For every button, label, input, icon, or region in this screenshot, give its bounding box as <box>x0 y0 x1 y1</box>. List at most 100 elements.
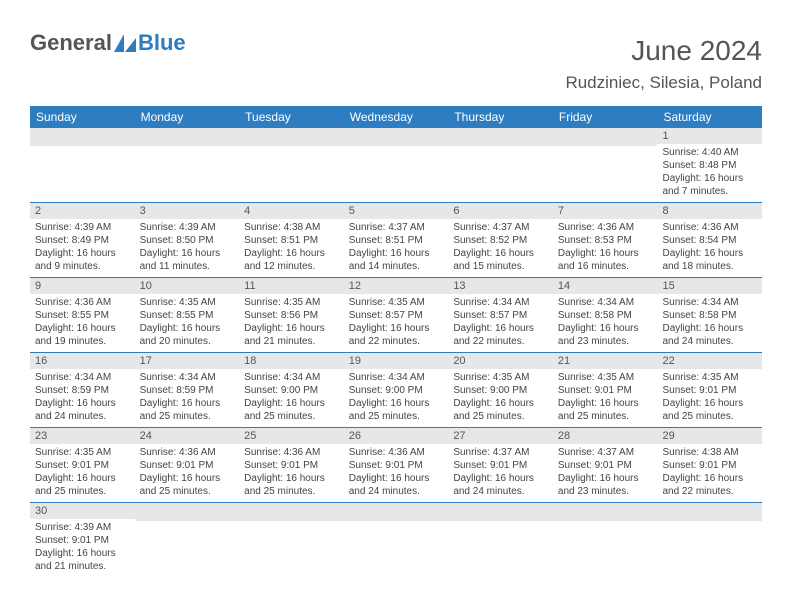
date-number: 25 <box>239 428 344 444</box>
date-number: 15 <box>657 278 762 294</box>
sunrise-text: Sunrise: 4:35 AM <box>662 371 757 384</box>
sunrise-text: Sunrise: 4:34 AM <box>349 371 444 384</box>
sunrise-text: Sunrise: 4:35 AM <box>558 371 653 384</box>
sunset-text: Sunset: 9:01 PM <box>140 459 235 472</box>
date-number: 20 <box>448 353 553 369</box>
day-header-thursday: Thursday <box>448 106 553 128</box>
day-cell <box>135 128 240 202</box>
date-number: 19 <box>344 353 449 369</box>
day-cell: 7Sunrise: 4:36 AMSunset: 8:53 PMDaylight… <box>553 203 658 277</box>
date-number <box>448 503 553 521</box>
sunset-text: Sunset: 8:50 PM <box>140 234 235 247</box>
day-cell: 25Sunrise: 4:36 AMSunset: 9:01 PMDayligh… <box>239 428 344 502</box>
day-cell: 20 Sunrise: 4:35 AMSunset: 9:00 PMDayligh… <box>448 353 553 427</box>
day-cell: 23Sunrise: 4:35 AMSunset: 9:01 PMDayligh… <box>30 428 135 502</box>
sunset-text: Sunset: 9:01 PM <box>662 384 757 397</box>
date-number: 7 <box>553 203 658 219</box>
day-details: Sunrise: 4:35 AMSunset: 9:01 PMDaylight:… <box>553 369 658 427</box>
week-row: 16Sunrise: 4:34 AMSunset: 8:59 PMDayligh… <box>30 353 762 428</box>
date-number: 24 <box>135 428 240 444</box>
day-cell: 11Sunrise: 4:35 AMSunset: 8:56 PMDayligh… <box>239 278 344 352</box>
date-number: 3 <box>135 203 240 219</box>
date-number: 26 <box>344 428 449 444</box>
weeks-container: 1Sunrise: 4:40 AMSunset: 8:48 PMDaylight… <box>30 128 762 577</box>
day-cell: 3Sunrise: 4:39 AMSunset: 8:50 PMDaylight… <box>135 203 240 277</box>
day-cell: 1Sunrise: 4:40 AMSunset: 8:48 PMDaylight… <box>657 128 762 202</box>
day-details: Sunrise: 4:35 AMSunset: 8:55 PMDaylight:… <box>135 294 240 352</box>
day-header-wednesday: Wednesday <box>344 106 449 128</box>
date-number: 29 <box>657 428 762 444</box>
day-header-saturday: Saturday <box>657 106 762 128</box>
sunset-text: Sunset: 9:01 PM <box>558 459 653 472</box>
day-cell: 18Sunrise: 4:34 AMSunset: 9:00 PMDayligh… <box>239 353 344 427</box>
sunrise-text: Sunrise: 4:38 AM <box>244 221 339 234</box>
daylight-text: Daylight: 16 hours and 24 minutes. <box>35 397 130 423</box>
sunset-text: Sunset: 8:58 PM <box>662 309 757 322</box>
day-details: Sunrise: 4:35 AMSunset: 9:01 PMDaylight:… <box>657 369 762 427</box>
daylight-text: Daylight: 16 hours and 25 minutes. <box>453 397 548 423</box>
day-cell: 21Sunrise: 4:35 AMSunset: 9:01 PMDayligh… <box>553 353 658 427</box>
sunrise-text: Sunrise: 4:35 AM <box>453 371 548 384</box>
daylight-text: Daylight: 16 hours and 25 minutes. <box>244 397 339 423</box>
day-header-sunday: Sunday <box>30 106 135 128</box>
day-details: Sunrise: 4:34 AMSunset: 8:58 PMDaylight:… <box>657 294 762 352</box>
day-details: Sunrise: 4:37 AMSunset: 8:52 PMDaylight:… <box>448 219 553 277</box>
day-cell: 28Sunrise: 4:37 AMSunset: 9:01 PMDayligh… <box>553 428 658 502</box>
date-number <box>239 503 344 521</box>
sunrise-text: Sunrise: 4:34 AM <box>662 296 757 309</box>
date-number: 2 <box>30 203 135 219</box>
day-details: Sunrise: 4:34 AMSunset: 8:59 PMDaylight:… <box>135 369 240 427</box>
sunset-text: Sunset: 8:53 PM <box>558 234 653 247</box>
day-details: Sunrise: 4:36 AMSunset: 9:01 PMDaylight:… <box>344 444 449 502</box>
sunrise-text: Sunrise: 4:34 AM <box>140 371 235 384</box>
daylight-text: Daylight: 16 hours and 22 minutes. <box>453 322 548 348</box>
daylight-text: Daylight: 16 hours and 23 minutes. <box>558 472 653 498</box>
date-number: 17 <box>135 353 240 369</box>
day-details: Sunrise: 4:38 AMSunset: 8:51 PMDaylight:… <box>239 219 344 277</box>
date-number: 23 <box>30 428 135 444</box>
day-cell: 26Sunrise: 4:36 AMSunset: 9:01 PMDayligh… <box>344 428 449 502</box>
sunrise-text: Sunrise: 4:34 AM <box>35 371 130 384</box>
date-number: 21 <box>553 353 658 369</box>
daylight-text: Daylight: 16 hours and 21 minutes. <box>244 322 339 348</box>
sunrise-text: Sunrise: 4:39 AM <box>140 221 235 234</box>
day-cell <box>344 503 449 577</box>
header-block: June 2024 Rudziniec, Silesia, Poland <box>565 35 762 93</box>
daylight-text: Daylight: 16 hours and 7 minutes. <box>662 172 757 198</box>
date-number: 12 <box>344 278 449 294</box>
sunrise-text: Sunrise: 4:38 AM <box>662 446 757 459</box>
day-cell <box>135 503 240 577</box>
date-number <box>657 503 762 521</box>
day-cell <box>448 128 553 202</box>
sunset-text: Sunset: 9:00 PM <box>453 384 548 397</box>
sunset-text: Sunset: 8:56 PM <box>244 309 339 322</box>
day-details: Sunrise: 4:34 AMSunset: 8:58 PMDaylight:… <box>553 294 658 352</box>
daylight-text: Daylight: 16 hours and 25 minutes. <box>662 397 757 423</box>
sunset-text: Sunset: 8:59 PM <box>35 384 130 397</box>
day-details: Sunrise: 4:36 AMSunset: 8:55 PMDaylight:… <box>30 294 135 352</box>
day-cell <box>239 503 344 577</box>
day-details: Sunrise: 4:37 AMSunset: 8:51 PMDaylight:… <box>344 219 449 277</box>
day-details: Sunrise: 4:36 AMSunset: 9:01 PMDaylight:… <box>135 444 240 502</box>
week-row: 1Sunrise: 4:40 AMSunset: 8:48 PMDaylight… <box>30 128 762 203</box>
sunrise-text: Sunrise: 4:35 AM <box>244 296 339 309</box>
sunset-text: Sunset: 9:00 PM <box>349 384 444 397</box>
day-cell: 22Sunrise: 4:35 AMSunset: 9:01 PMDayligh… <box>657 353 762 427</box>
sunset-text: Sunset: 9:01 PM <box>35 459 130 472</box>
sunset-text: Sunset: 9:01 PM <box>349 459 444 472</box>
day-details: Sunrise: 4:37 AMSunset: 9:01 PMDaylight:… <box>553 444 658 502</box>
day-cell: 12Sunrise: 4:35 AMSunset: 8:57 PMDayligh… <box>344 278 449 352</box>
day-cell <box>553 503 658 577</box>
sunrise-text: Sunrise: 4:34 AM <box>244 371 339 384</box>
daylight-text: Daylight: 16 hours and 20 minutes. <box>140 322 235 348</box>
sunset-text: Sunset: 8:55 PM <box>140 309 235 322</box>
day-cell: 14Sunrise: 4:34 AMSunset: 8:58 PMDayligh… <box>553 278 658 352</box>
daylight-text: Daylight: 16 hours and 24 minutes. <box>349 472 444 498</box>
daylight-text: Daylight: 16 hours and 23 minutes. <box>558 322 653 348</box>
sunset-text: Sunset: 8:51 PM <box>244 234 339 247</box>
sunset-text: Sunset: 8:57 PM <box>453 309 548 322</box>
sunrise-text: Sunrise: 4:39 AM <box>35 221 130 234</box>
sunrise-text: Sunrise: 4:36 AM <box>244 446 339 459</box>
day-cell: 9Sunrise: 4:36 AMSunset: 8:55 PMDaylight… <box>30 278 135 352</box>
day-cell: 19Sunrise: 4:34 AMSunset: 9:00 PMDayligh… <box>344 353 449 427</box>
